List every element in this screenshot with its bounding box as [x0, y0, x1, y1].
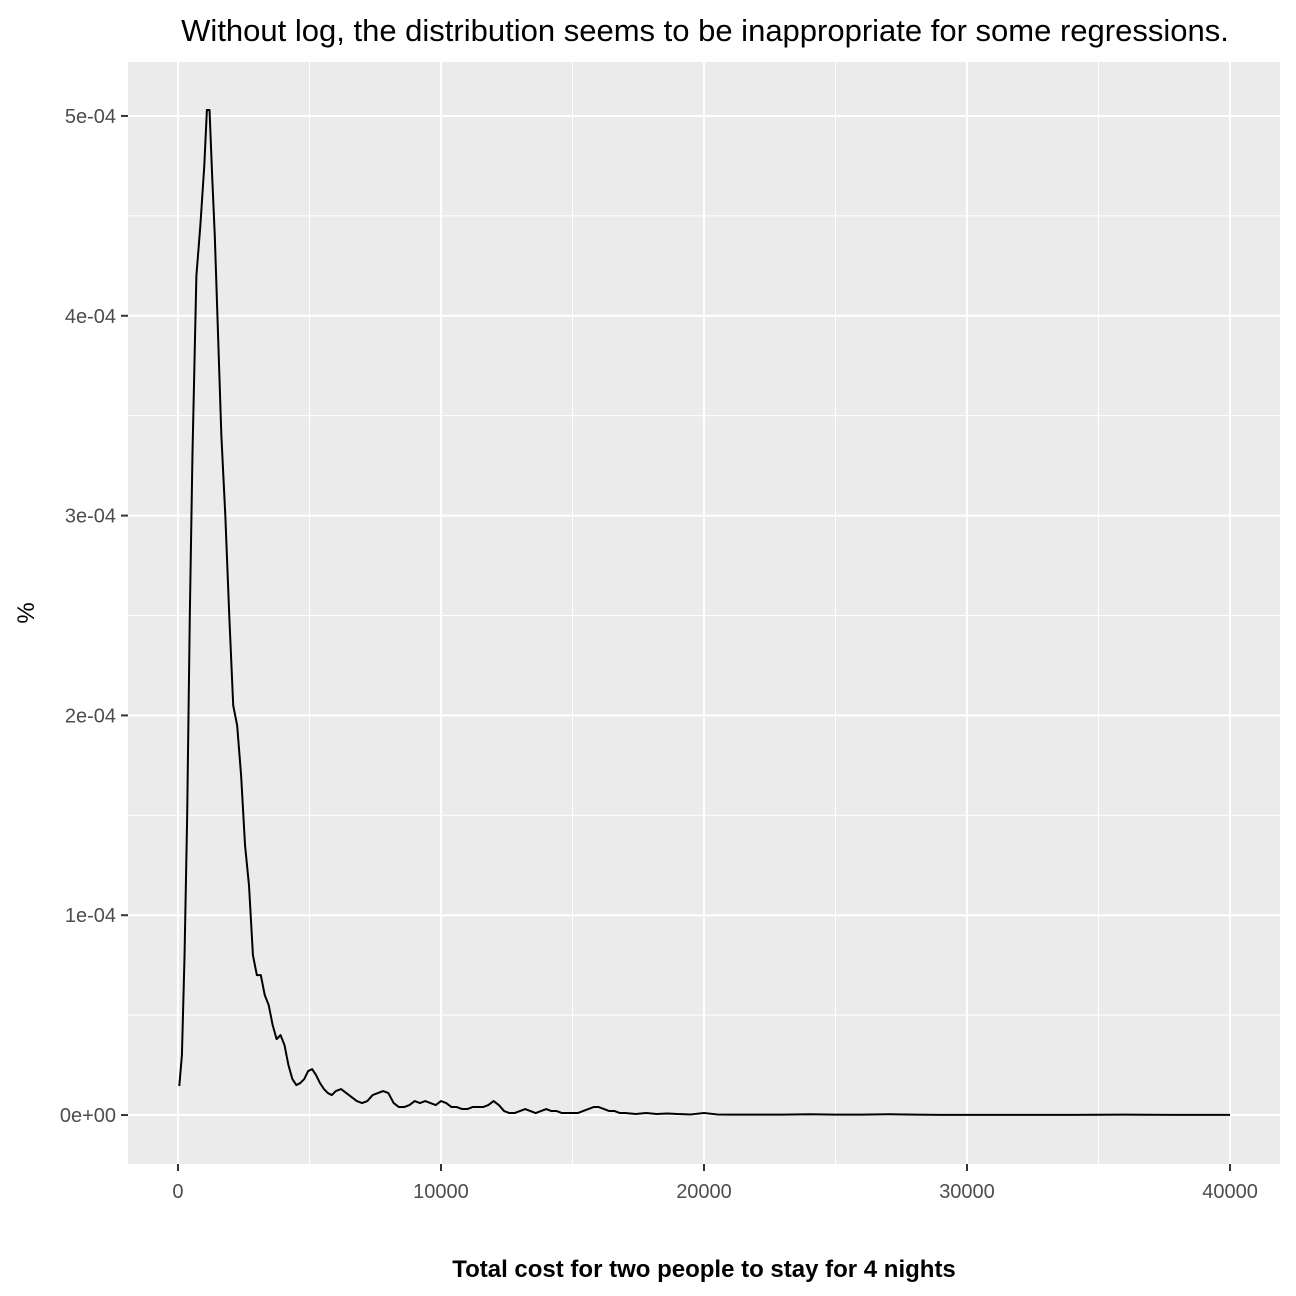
x-tick-label: 20000	[676, 1181, 732, 1203]
axes: 0 10000 20000 30000 40000 0e+00 1e-04 2e-04 3e-0…	[60, 106, 1258, 1203]
x-tick-label: 40000	[1202, 1181, 1258, 1203]
grid-lines	[128, 62, 1280, 1164]
y-tick-label: 2e-04	[65, 705, 116, 727]
y-tick-label: 3e-04	[65, 506, 116, 528]
y-tick-label: 0e+00	[60, 1105, 116, 1127]
y-tick-label: 1e-04	[65, 905, 116, 927]
y-axis-title: %	[13, 602, 40, 623]
y-tick-label: 4e-04	[65, 306, 116, 328]
x-tick-label: 30000	[939, 1181, 995, 1203]
x-tick-label: 0	[172, 1181, 183, 1203]
chart-title: Without log, the distribution seems to b…	[181, 13, 1229, 48]
x-axis-title: Total cost for two people to stay for 4 …	[452, 1256, 956, 1283]
y-tick-label: 5e-04	[65, 106, 116, 128]
x-tick-label: 10000	[413, 1181, 469, 1203]
density-line	[178, 108, 1231, 1116]
